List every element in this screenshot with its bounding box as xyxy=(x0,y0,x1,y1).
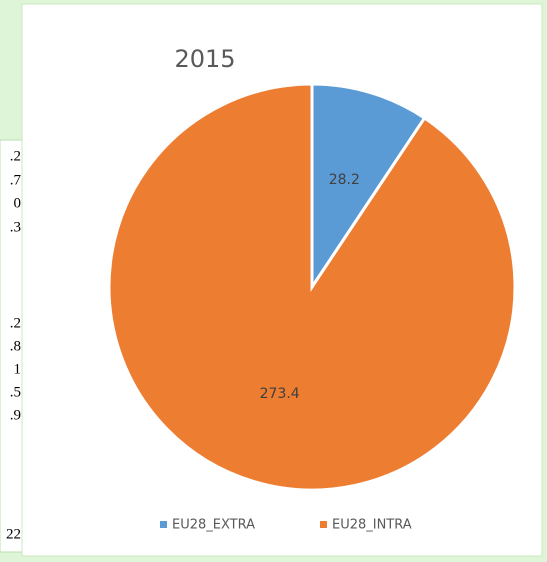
data-label: 273.4 xyxy=(260,386,300,402)
legend-swatch xyxy=(160,521,167,528)
table-cell: .7 xyxy=(10,172,22,188)
table-cell: .5 xyxy=(10,384,21,400)
pie-slice xyxy=(107,82,517,492)
table-cell: .2 xyxy=(10,315,21,331)
legend-swatch xyxy=(320,521,327,528)
table-cell: .9 xyxy=(10,407,21,423)
table-cell: 22 xyxy=(6,526,21,542)
data-label: 28.2 xyxy=(329,172,360,188)
legend-label: EU28_INTRA xyxy=(332,518,412,533)
legend-label: EU28_EXTRA xyxy=(172,518,255,533)
pie-slice xyxy=(310,82,427,292)
table-cell: 0 xyxy=(14,195,22,211)
table-cell: .2 xyxy=(10,148,21,164)
table-cell: 1 xyxy=(14,361,22,377)
chart-title: 2015 xyxy=(174,45,235,73)
table-cell: .3 xyxy=(10,219,21,235)
table-cell: .8 xyxy=(10,338,21,354)
